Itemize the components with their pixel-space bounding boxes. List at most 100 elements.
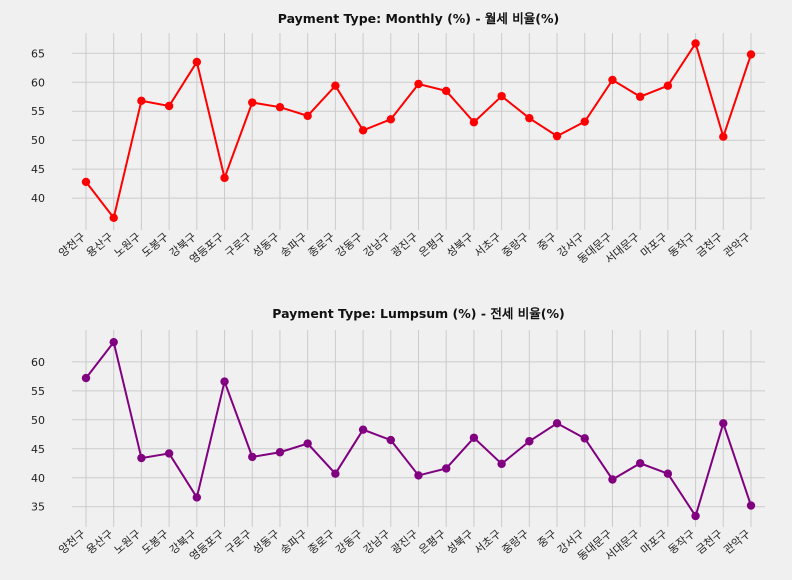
monthly-data-point <box>192 57 202 67</box>
monthly-x-tick-label: 마포구 <box>638 230 670 259</box>
lumpsum-x-tick-label: 금천구 <box>693 527 725 557</box>
monthly-data-point <box>137 96 146 105</box>
monthly-x-tick-label: 동작구 <box>666 230 698 259</box>
lumpsum-x-tick-label: 광진구 <box>389 527 421 556</box>
lumpsum-data-point <box>552 419 562 428</box>
monthly-data-point <box>442 86 451 96</box>
monthly-x-tick-label: 중랑구 <box>500 230 532 259</box>
monthly-x-tick-label: 노원구 <box>112 230 144 259</box>
lumpsum-data-point <box>358 425 368 434</box>
monthly-x-tick-label: 도봉구 <box>139 230 171 259</box>
monthly-x-tick-label: 구로구 <box>223 230 255 259</box>
monthly-data-point <box>81 177 91 187</box>
lumpsum-x-tick-label: 용산구 <box>84 527 116 556</box>
monthly-x-tick-label: 송파구 <box>278 230 310 259</box>
lumpsum-y-tick-label: 50 <box>31 414 45 427</box>
lumpsum-x-tick-label: 양천구 <box>56 527 88 557</box>
lumpsum-data-point <box>497 459 506 469</box>
lumpsum-data-point <box>109 337 118 347</box>
monthly-chart-title: Payment Type: Monthly (%) - 월세 비율(%) <box>278 11 559 26</box>
lumpsum-data-point <box>81 373 91 383</box>
monthly-data-point <box>275 102 285 112</box>
monthly-data-point <box>358 126 368 135</box>
monthly-data-point <box>248 98 257 107</box>
lumpsum-data-point <box>525 437 534 446</box>
lumpsum-data-point <box>719 419 728 428</box>
lumpsum-data-point <box>331 469 340 478</box>
lumpsum-data-point <box>663 469 673 478</box>
monthly-data-point <box>719 132 728 141</box>
monthly-x-tick-label: 성북구 <box>444 230 476 259</box>
lumpsum-x-tick-label: 성동구 <box>250 527 282 556</box>
monthly-data-point <box>164 101 174 111</box>
lumpsum-data-point <box>220 377 229 386</box>
monthly-y-tick-label: 55 <box>31 105 45 118</box>
monthly-data-point <box>109 213 118 223</box>
monthly-x-tick-label: 관악구 <box>721 230 753 259</box>
lumpsum-data-point <box>137 453 146 463</box>
monthly-data-point <box>469 118 479 127</box>
lumpsum-data-point <box>746 501 756 510</box>
monthly-data-point <box>663 81 673 90</box>
lumpsum-x-tick-label: 동작구 <box>666 527 698 556</box>
monthly-data-point <box>220 173 229 183</box>
lumpsum-x-tick-label: 강남구 <box>361 527 393 556</box>
lumpsum-x-tick-label: 은평구 <box>417 527 449 556</box>
lumpsum-x-tick-label: 마포구 <box>638 527 670 556</box>
monthly-y-tick-label: 65 <box>31 47 45 60</box>
monthly-data-point <box>497 91 506 101</box>
lumpsum-x-tick-label: 종로구 <box>306 527 338 556</box>
monthly-data-point <box>746 50 756 59</box>
monthly-x-tick-label: 용산구 <box>84 230 116 259</box>
lumpsum-data-point <box>580 434 589 443</box>
lumpsum-y-tick-label: 40 <box>31 472 45 485</box>
monthly-x-tick-label: 금천구 <box>693 230 725 260</box>
lumpsum-x-tick-label: 서초구 <box>472 527 504 556</box>
monthly-y-tick-label: 60 <box>31 76 45 89</box>
lumpsum-x-tick-label: 관악구 <box>721 527 753 556</box>
monthly-x-tick-label: 서초구 <box>472 230 504 259</box>
lumpsum-data-point <box>608 475 617 484</box>
lumpsum-data-point <box>469 433 479 442</box>
monthly-y-tick-label: 40 <box>31 192 45 205</box>
lumpsum-data-point <box>691 511 700 521</box>
lumpsum-y-tick-label: 45 <box>31 443 45 456</box>
monthly-data-point <box>635 92 645 101</box>
lumpsum-x-tick-label: 중랑구 <box>500 527 532 556</box>
lumpsum-data-point <box>164 449 174 458</box>
lumpsum-data-point <box>414 471 423 480</box>
lumpsum-chart-title: Payment Type: Lumpsum (%) - 전세 비율(%) <box>272 306 564 321</box>
lumpsum-x-tick-label: 강동구 <box>333 527 365 556</box>
monthly-x-tick-label: 강남구 <box>361 230 393 259</box>
monthly-data-point <box>525 113 534 123</box>
monthly-x-tick-label: 양천구 <box>56 230 88 260</box>
monthly-data-point <box>303 111 312 121</box>
lumpsum-data-point <box>386 435 395 445</box>
monthly-chart: Payment Type: Monthly (%) - 월세 비율(%) 40 4… <box>31 11 765 266</box>
monthly-data-point <box>691 39 700 48</box>
monthly-grid <box>72 33 765 230</box>
monthly-x-tick-label: 강동구 <box>333 230 365 259</box>
lumpsum-x-tick-label: 구로구 <box>223 527 255 556</box>
monthly-data-point <box>608 75 617 85</box>
lumpsum-data-point <box>442 464 451 473</box>
lumpsum-x-tick-label: 노원구 <box>112 527 144 556</box>
lumpsum-chart: Payment Type: Lumpsum (%) - 전세 비율(%) 35 4… <box>31 306 765 563</box>
monthly-data-point <box>414 79 423 89</box>
monthly-x-tick-label: 은평구 <box>417 230 449 259</box>
monthly-y-tick-label: 50 <box>31 134 45 147</box>
monthly-data-point <box>331 81 340 90</box>
lumpsum-data-point <box>248 452 257 462</box>
monthly-data-point <box>386 115 395 124</box>
monthly-data-point <box>580 117 589 126</box>
lumpsum-y-tick-label: 55 <box>31 385 45 398</box>
lumpsum-data-point <box>635 459 645 468</box>
lumpsum-data-point <box>192 493 202 502</box>
lumpsum-y-tick-label: 60 <box>31 356 45 369</box>
lumpsum-y-tick-label: 35 <box>31 501 45 514</box>
monthly-x-tick-label: 광진구 <box>389 230 421 259</box>
monthly-x-tick-label: 종로구 <box>306 230 338 259</box>
monthly-y-tick-label: 45 <box>31 163 45 176</box>
monthly-x-tick-label: 성동구 <box>250 230 282 259</box>
